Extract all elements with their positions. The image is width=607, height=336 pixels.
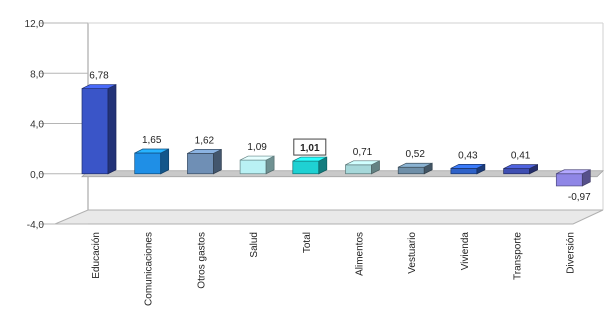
data-label: 0,52 bbox=[405, 149, 425, 160]
data-label: 1,62 bbox=[195, 135, 215, 146]
category-label: Educación bbox=[91, 232, 102, 279]
category-label: Vestuario bbox=[407, 232, 418, 274]
category-label: Total bbox=[302, 232, 313, 253]
bar-2 bbox=[134, 148, 170, 175]
bar-1 bbox=[81, 84, 117, 175]
bar-top bbox=[556, 169, 591, 175]
bar-front bbox=[292, 160, 320, 175]
category-label: Alimentos bbox=[355, 232, 366, 276]
category-label: Vivienda bbox=[460, 232, 471, 271]
data-label: -0,97 bbox=[568, 192, 591, 203]
y-tick-label: 8,0 bbox=[30, 69, 44, 80]
bar-side bbox=[107, 84, 117, 175]
bar-front bbox=[239, 159, 267, 175]
data-label: 6,78 bbox=[89, 71, 109, 82]
bar-top bbox=[239, 155, 275, 161]
bar-top bbox=[503, 164, 538, 169]
category-label: Comunicaciones bbox=[144, 232, 155, 306]
y-tick-label: 0,0 bbox=[30, 170, 44, 181]
category-label: Transporte bbox=[513, 232, 524, 280]
bar-top bbox=[292, 156, 327, 162]
data-label: 0,71 bbox=[353, 147, 373, 158]
data-label: 1,65 bbox=[142, 135, 162, 146]
data-label: 0,43 bbox=[458, 150, 478, 161]
data-label: 1,09 bbox=[247, 142, 267, 153]
y-tick-label: -4,0 bbox=[27, 220, 45, 231]
bar-front bbox=[397, 166, 425, 175]
bar-top bbox=[187, 149, 222, 154]
highlight-label-box bbox=[293, 138, 327, 156]
category-label: Otros gastos bbox=[196, 232, 207, 289]
category-labels: Educación Comunicaciones Otros gastos Salud… bbox=[91, 232, 576, 306]
bar-front bbox=[81, 88, 109, 175]
y-tick-label: 12,0 bbox=[25, 19, 45, 30]
bar-top bbox=[134, 148, 169, 154]
bar-top bbox=[81, 84, 117, 89]
category-label: Salud bbox=[249, 232, 260, 258]
bar-front bbox=[134, 152, 162, 175]
bar-top bbox=[345, 160, 380, 166]
bar-6 bbox=[345, 160, 380, 175]
bars bbox=[81, 84, 591, 187]
bar-3 bbox=[187, 148, 222, 175]
bar-10 bbox=[555, 169, 591, 187]
bar-top bbox=[450, 163, 486, 169]
bar-8 bbox=[450, 163, 486, 175]
data-labels: 6,78 1,65 1,62 1,09 1,01 0,71 0,52 0,43 0,41 -0,9… bbox=[89, 71, 591, 203]
bar-4 bbox=[239, 155, 275, 175]
bar-9 bbox=[503, 164, 538, 175]
y-tick-label: 4,0 bbox=[30, 120, 44, 131]
bar-front bbox=[345, 164, 372, 175]
bar-5 bbox=[292, 156, 328, 175]
bar-front bbox=[503, 168, 530, 175]
data-label: 0,41 bbox=[511, 151, 531, 162]
chart-walls bbox=[54, 22, 604, 225]
y-axis-ticks: 12,0 8,0 4,0 0,0 -4,0 bbox=[25, 19, 88, 231]
bar-front bbox=[187, 153, 214, 175]
chart-floor bbox=[54, 209, 604, 225]
bar-7 bbox=[397, 162, 433, 175]
bar-top bbox=[398, 162, 433, 168]
category-label: Diversión bbox=[565, 232, 576, 274]
bar-front bbox=[450, 167, 478, 175]
bar-front bbox=[555, 173, 583, 187]
data-label: 1,01 bbox=[300, 143, 320, 154]
